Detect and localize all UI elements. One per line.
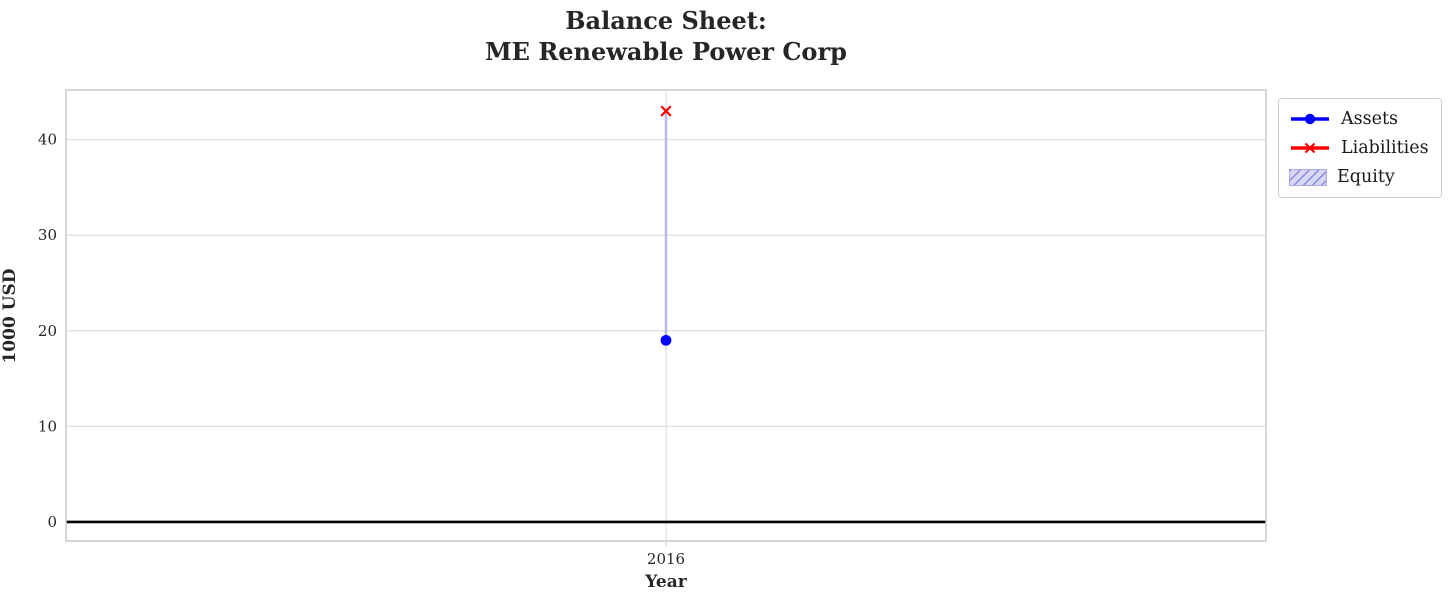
y-tick-label: 40 xyxy=(38,131,57,149)
y-tick-label: 10 xyxy=(38,417,57,435)
legend-item-equity: Equity xyxy=(1289,165,1429,189)
chart-title-line-2: ME Renewable Power Corp xyxy=(485,37,847,66)
plot-border xyxy=(65,89,1267,542)
legend-label-assets: Assets xyxy=(1341,109,1398,129)
chart-title-line-1: Balance Sheet: xyxy=(565,6,767,35)
x-axis-label: Year xyxy=(645,572,687,592)
y-tick-label: 0 xyxy=(47,513,57,531)
legend-item-assets: Assets xyxy=(1289,107,1429,131)
legend-label-equity: Equity xyxy=(1337,167,1395,187)
y-axis-label: 1000 USD xyxy=(0,268,20,364)
y-tick-label: 20 xyxy=(38,322,57,340)
liabilities-data-point xyxy=(660,105,672,117)
x-tick-label: 2016 xyxy=(647,550,685,568)
liabilities-legend-marker xyxy=(1291,142,1329,154)
legend-label-liabilities: Liabilities xyxy=(1341,138,1429,158)
legend: Assets Liabilities Equity xyxy=(1278,98,1442,198)
equity-legend-swatch xyxy=(1289,168,1327,186)
legend-item-liabilities: Liabilities xyxy=(1289,136,1429,160)
assets-data-point xyxy=(660,334,672,346)
chart-title: Balance Sheet: ME Renewable Power Corp xyxy=(66,5,1266,67)
assets-legend-marker xyxy=(1291,113,1329,125)
y-tick-label: 30 xyxy=(38,226,57,244)
